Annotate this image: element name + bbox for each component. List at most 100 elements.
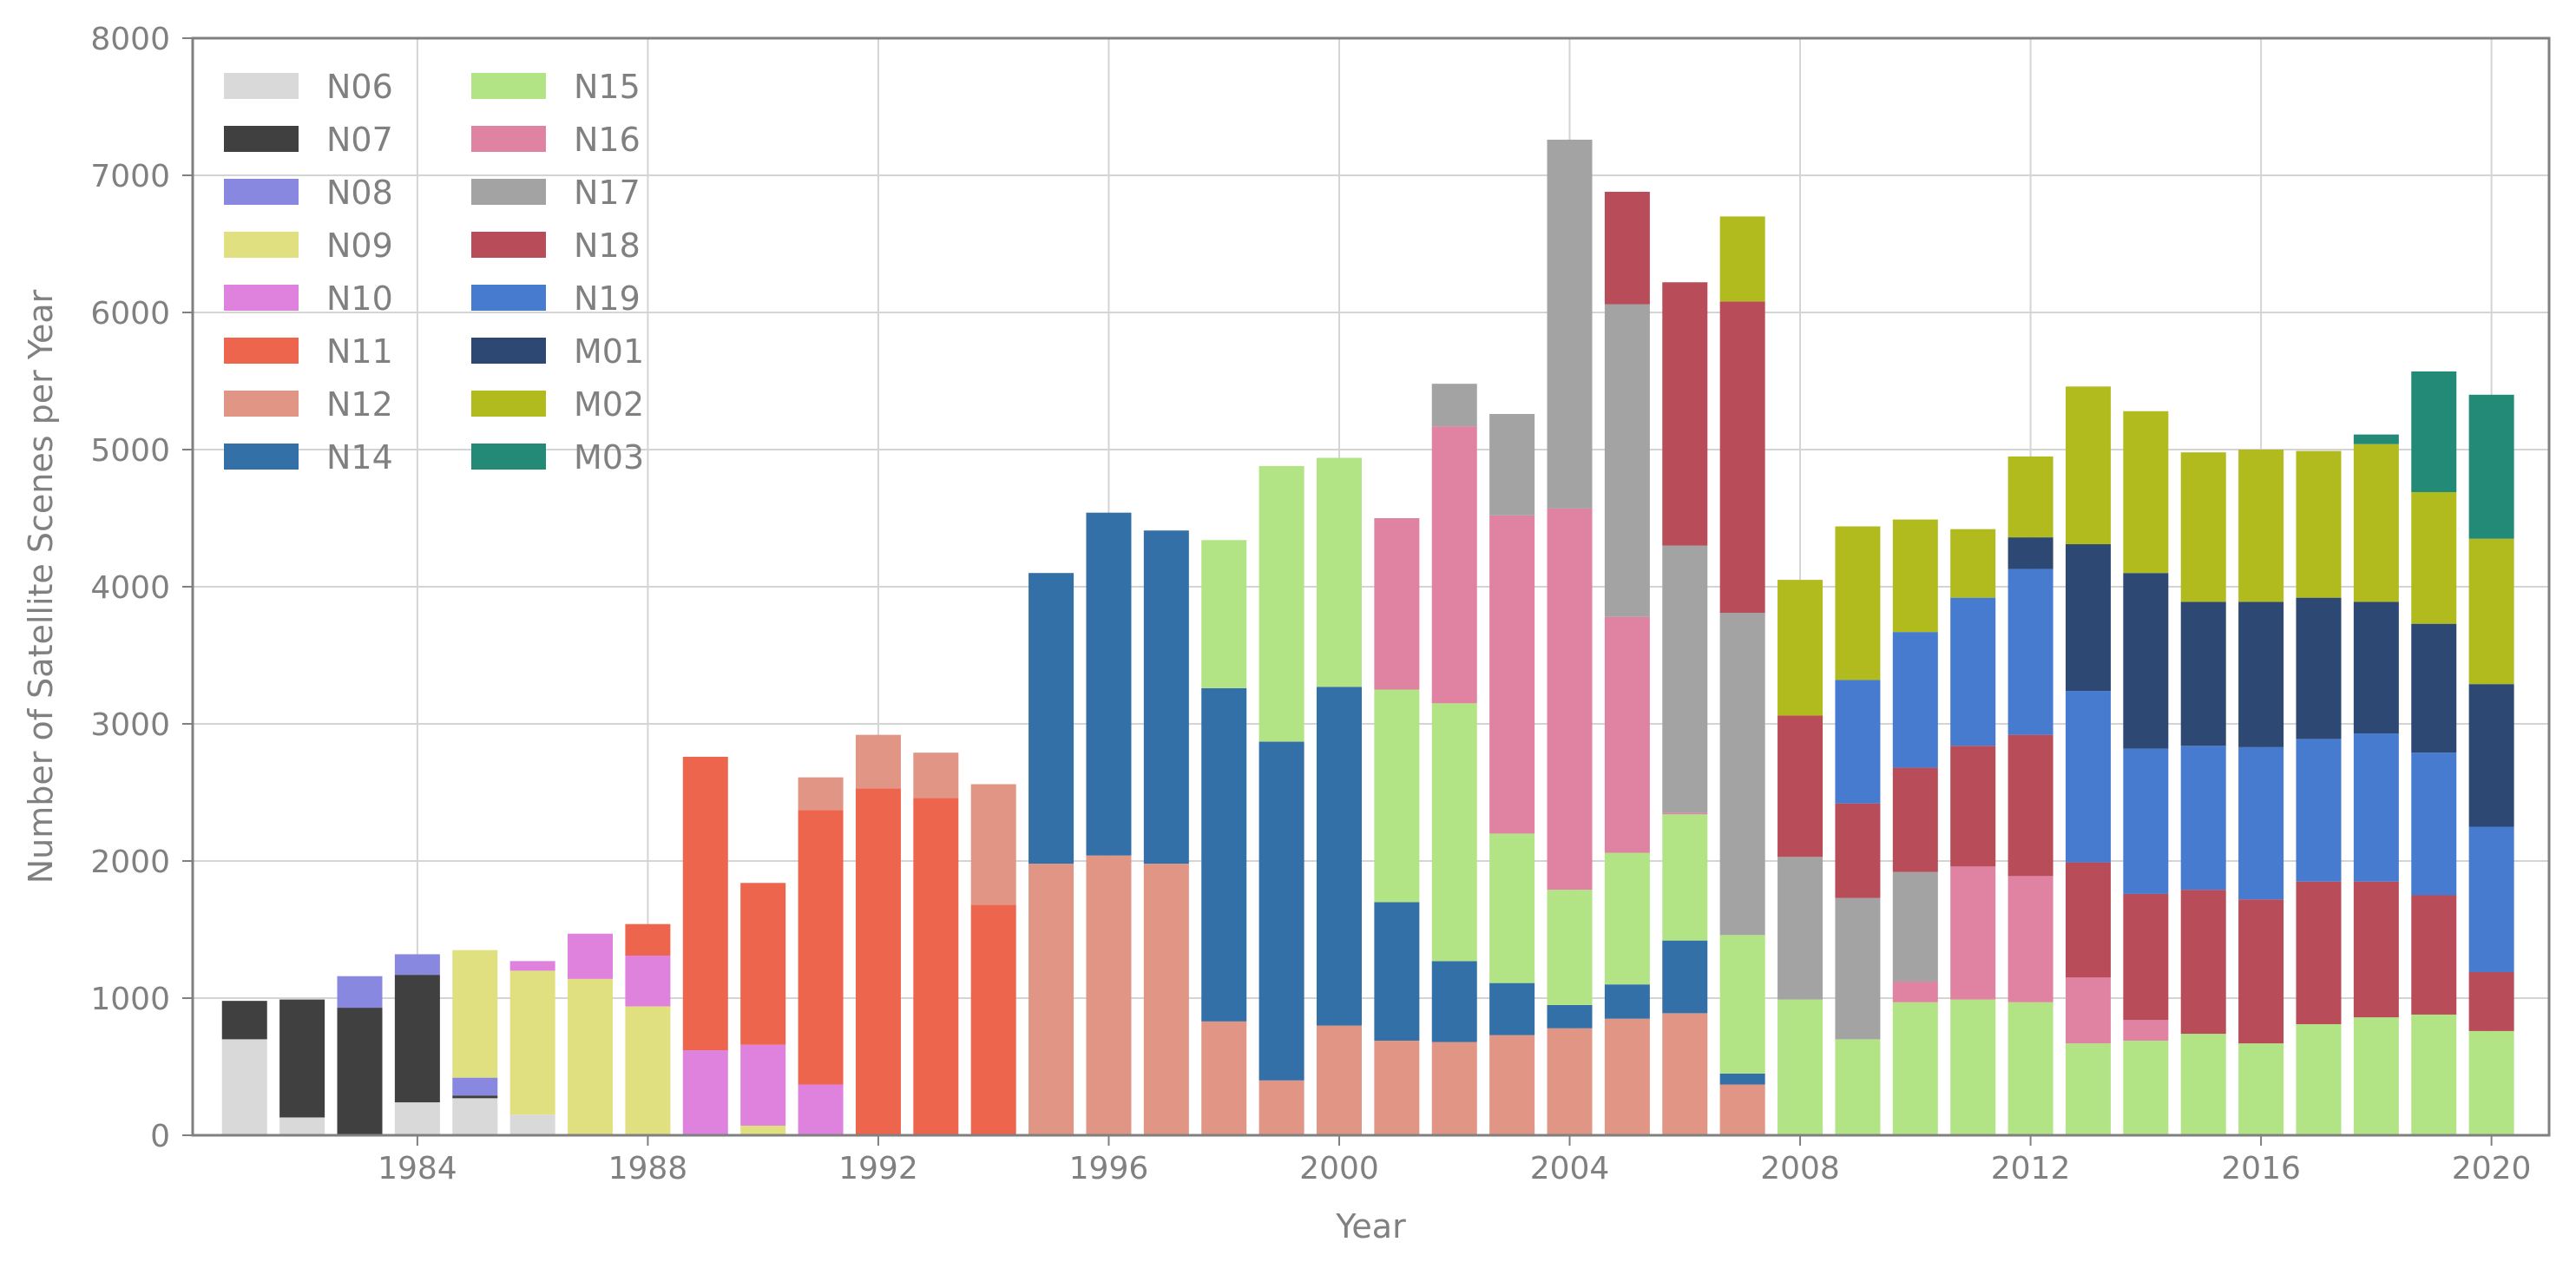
- bar-segment-n16-2004: [1547, 508, 1593, 891]
- bar-segment-n12-2000: [1316, 1025, 1362, 1135]
- bar-segment-n18-2020: [2468, 971, 2514, 1031]
- bar-segment-n15-2013: [2065, 1043, 2111, 1135]
- bar-segment-m01-2019: [2411, 623, 2457, 753]
- legend-label-n07: N07: [326, 121, 393, 159]
- legend-label-n06: N06: [326, 68, 393, 106]
- bar-segment-n17-2010: [1892, 871, 1938, 983]
- bar-segment-n07-1982: [279, 999, 325, 1118]
- bar-segment-n11-1989: [682, 756, 728, 1051]
- bar-segment-n14-1998: [1201, 687, 1247, 1022]
- bar-segment-n11-1988: [625, 923, 671, 956]
- legend-label-m01: M01: [574, 332, 644, 371]
- x-tick-label: 2000: [1299, 1151, 1379, 1186]
- legend-label-n11: N11: [326, 332, 393, 371]
- bar-segment-n15-2003: [1489, 833, 1535, 983]
- y-tick-label: 0: [150, 1119, 170, 1154]
- bar-segment-m02-2019: [2411, 491, 2457, 624]
- bar-segment-n12-2007: [1719, 1084, 1765, 1135]
- legend-swatch-n19: [471, 285, 546, 311]
- legend-label-n19: N19: [574, 279, 641, 318]
- bar-segment-n15-2014: [2123, 1040, 2169, 1135]
- bar-segment-n14-1996: [1086, 512, 1132, 856]
- bar-segment-n15-2004: [1547, 890, 1593, 1005]
- bar-segment-n12-1997: [1143, 864, 1189, 1135]
- bar-segment-n15-2001: [1374, 689, 1420, 903]
- bar-segment-n12-2004: [1547, 1028, 1593, 1135]
- bar-segment-n11-1991: [798, 810, 844, 1085]
- bar-segment-n11-1990: [740, 883, 786, 1045]
- bar-segment-m01-2020: [2468, 684, 2514, 827]
- bar-segment-n18-2006: [1662, 282, 1708, 546]
- y-axis-ticks: 0 1000 2000 3000 4000 5000 6000 7000 8000: [90, 22, 193, 1154]
- bar-segment-n16-2006: [1662, 812, 1708, 815]
- legend-label-n08: N08: [326, 174, 393, 212]
- bar-segment-n19-2018: [2353, 733, 2399, 882]
- bar-segment-n07-1983: [337, 1008, 383, 1135]
- x-tick-label: 1988: [608, 1151, 688, 1186]
- y-tick-label: 4000: [90, 570, 170, 606]
- bar-segment-n18-2015: [2180, 890, 2226, 1035]
- bar-segment-n15-2005: [1604, 852, 1650, 985]
- bar-segment-m02-2018: [2353, 444, 2399, 602]
- legend-swatch-m03: [471, 444, 546, 470]
- bar-segment-n09-1985: [452, 950, 498, 1078]
- bar-segment-n17-2006: [1662, 545, 1708, 813]
- bar-segment-n15-2002: [1431, 703, 1477, 962]
- x-tick-label: 2012: [1991, 1151, 2071, 1186]
- bar-segment-n12-1996: [1086, 855, 1132, 1135]
- bar-segment-n18-2007: [1719, 301, 1765, 614]
- bar-segment-n17-2005: [1604, 304, 1650, 617]
- bar-segment-n06-1984: [394, 1102, 440, 1135]
- bar-segment-n18-2005: [1604, 191, 1650, 305]
- x-tick-label: 2020: [2452, 1151, 2532, 1186]
- bar-segment-n09-1990: [740, 1125, 786, 1135]
- bar-segment-n10-1987: [568, 933, 614, 979]
- bars: [221, 139, 2514, 1135]
- bar-segment-n19-2011: [1950, 597, 1996, 746]
- bar-segment-n15-2007: [1719, 935, 1765, 1074]
- bar-segment-n11-1992: [855, 788, 901, 1135]
- bar-segment-n09-1986: [509, 970, 555, 1115]
- bar-segment-n19-2016: [2238, 746, 2284, 900]
- bar-segment-m02-2017: [2296, 450, 2342, 598]
- legend-swatch-m01: [471, 338, 546, 364]
- bar-segment-n14-1997: [1143, 530, 1189, 864]
- bar-segment-n12-2003: [1489, 1035, 1535, 1135]
- bar-segment-n07-1981: [221, 1001, 267, 1040]
- bar-segment-n17-2007: [1719, 613, 1765, 936]
- x-tick-label: 2004: [1530, 1151, 1610, 1186]
- bar-segment-n15-2017: [2296, 1024, 2342, 1135]
- bar-segment-m02-2016: [2238, 450, 2284, 602]
- bar-segment-n14-2007: [1719, 1073, 1765, 1085]
- bar-segment-m01-2014: [2123, 573, 2169, 749]
- bar-segment-n16-2013: [2065, 977, 2111, 1044]
- bar-segment-n15-2020: [2468, 1030, 2514, 1135]
- bar-segment-m01-2012: [2008, 537, 2054, 569]
- bar-segment-n14-2001: [1374, 902, 1420, 1041]
- bar-segment-n18-2009: [1835, 803, 1881, 898]
- bar-segment-n19-2015: [2180, 746, 2226, 891]
- legend-swatch-n15: [471, 73, 546, 99]
- bar-segment-n14-2000: [1316, 687, 1362, 1026]
- legend-label-n17: N17: [574, 174, 641, 212]
- bar-segment-n12-1998: [1201, 1021, 1247, 1135]
- bar-segment-n12-1991: [798, 777, 844, 811]
- legend: N06 N07 N08 N09 N10 N11 N12 N14 N15 N16 N17 N18 N19 M…: [224, 68, 644, 476]
- legend-label-n10: N10: [326, 279, 393, 318]
- bar-segment-n12-1992: [855, 734, 901, 789]
- bar-segment-n06-1985: [452, 1098, 498, 1135]
- bar-segment-n19-2020: [2468, 826, 2514, 972]
- bar-segment-n07-1984: [394, 975, 440, 1103]
- y-tick-label: 1000: [90, 982, 170, 1017]
- legend-swatch-n16: [471, 126, 546, 152]
- bar-segment-n19-2014: [2123, 748, 2169, 894]
- bar-segment-n12-2001: [1374, 1040, 1420, 1135]
- x-tick-label: 1992: [838, 1151, 918, 1186]
- bar-segment-n18-2019: [2411, 895, 2457, 1015]
- bar-segment-m02-2008: [1778, 580, 1824, 716]
- legend-label-n14: N14: [326, 438, 393, 476]
- bar-segment-n16-2001: [1374, 518, 1420, 690]
- legend-swatch-n10: [224, 285, 299, 311]
- bar-segment-n19-2009: [1835, 680, 1881, 804]
